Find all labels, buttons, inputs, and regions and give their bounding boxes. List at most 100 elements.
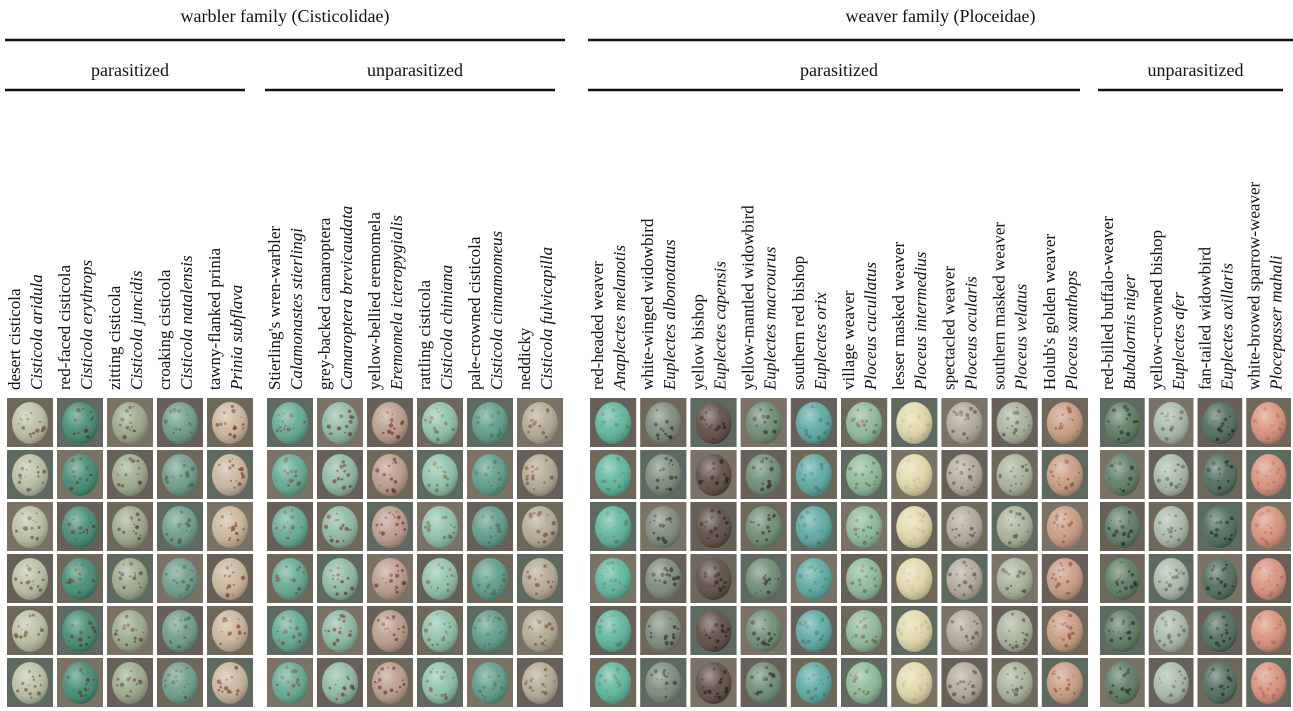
egg-shading bbox=[896, 662, 933, 704]
egg-photo bbox=[417, 606, 463, 655]
egg-shading bbox=[112, 402, 148, 444]
egg-shading bbox=[1153, 454, 1189, 496]
egg-photo bbox=[590, 502, 637, 551]
egg-photo bbox=[690, 502, 737, 551]
egg-photo bbox=[841, 450, 888, 499]
egg-shading bbox=[795, 506, 832, 548]
scientific-name: Cisticola erythrops bbox=[77, 259, 96, 390]
egg-shading bbox=[212, 558, 248, 600]
egg-shading bbox=[1202, 610, 1238, 652]
egg-shading bbox=[112, 662, 148, 704]
egg-shading bbox=[472, 506, 508, 548]
egg-shading bbox=[946, 610, 983, 652]
egg-photo bbox=[1197, 554, 1243, 603]
egg-photo bbox=[57, 450, 103, 499]
egg-shading bbox=[795, 402, 832, 444]
egg-photo bbox=[590, 554, 637, 603]
egg-photo bbox=[941, 502, 988, 551]
egg-photo bbox=[207, 502, 253, 551]
egg-photo bbox=[991, 658, 1038, 707]
egg-photo bbox=[57, 554, 103, 603]
egg-photo bbox=[267, 502, 313, 551]
egg-shading bbox=[795, 662, 832, 704]
scientific-name: Ploceus intermedius bbox=[911, 251, 930, 391]
egg-photo bbox=[7, 658, 53, 707]
scientific-name: Euplectes afer bbox=[1169, 292, 1188, 391]
egg-shading bbox=[1046, 662, 1083, 704]
egg-shading bbox=[62, 558, 98, 600]
egg-shading bbox=[522, 558, 558, 600]
egg-photo bbox=[367, 502, 413, 551]
common-name: yellow bishop bbox=[688, 294, 707, 390]
egg-photo bbox=[367, 606, 413, 655]
egg-shading bbox=[595, 454, 632, 496]
egg-shading bbox=[162, 558, 198, 600]
egg-photo bbox=[1197, 606, 1243, 655]
egg-photo bbox=[417, 658, 463, 707]
common-name: desert cisticola bbox=[5, 288, 24, 390]
egg-photo bbox=[517, 450, 563, 499]
egg-shading bbox=[1104, 506, 1140, 548]
egg-photo bbox=[207, 554, 253, 603]
egg-shading bbox=[745, 402, 782, 444]
egg-photo bbox=[1197, 450, 1243, 499]
egg-photo bbox=[7, 450, 53, 499]
egg-shading bbox=[322, 402, 358, 444]
egg-photo bbox=[7, 502, 53, 551]
common-name: yellow-bellied eremomela bbox=[365, 212, 384, 390]
egg-shading bbox=[522, 402, 558, 444]
egg-shading bbox=[372, 402, 408, 444]
egg-photo bbox=[891, 398, 938, 447]
egg-photo bbox=[517, 658, 563, 707]
common-name: Stierling's wren-warbler bbox=[265, 226, 284, 390]
egg-photo bbox=[107, 554, 153, 603]
egg-photo bbox=[467, 554, 513, 603]
egg-photo bbox=[1197, 502, 1243, 551]
egg-shading bbox=[472, 454, 508, 496]
egg-photo bbox=[1041, 658, 1088, 707]
egg-photo bbox=[1100, 606, 1145, 655]
egg-photo bbox=[1041, 450, 1088, 499]
egg-photo bbox=[1148, 398, 1194, 447]
egg-photo bbox=[107, 658, 153, 707]
egg-shading bbox=[645, 402, 682, 444]
egg-photo bbox=[941, 606, 988, 655]
scientific-name: Cisticola natalensis bbox=[177, 255, 196, 390]
egg-photo bbox=[790, 450, 837, 499]
egg-photo bbox=[841, 502, 888, 551]
family-title: weaver family (Ploceidae) bbox=[846, 6, 1036, 27]
scientific-name: Ploceus xanthops bbox=[1062, 270, 1081, 391]
common-name: neddicky bbox=[515, 327, 534, 390]
egg-shading bbox=[1202, 402, 1238, 444]
egg-photo bbox=[367, 450, 413, 499]
egg-shading bbox=[1153, 610, 1189, 652]
egg-shading bbox=[372, 610, 408, 652]
egg-photo bbox=[690, 658, 737, 707]
egg-photo bbox=[740, 554, 787, 603]
egg-shading bbox=[996, 662, 1033, 704]
egg-photo bbox=[841, 606, 888, 655]
egg-photo bbox=[991, 502, 1038, 551]
egg-shading bbox=[422, 402, 458, 444]
egg-shading bbox=[162, 454, 198, 496]
egg-photo bbox=[107, 502, 153, 551]
egg-shading bbox=[212, 454, 248, 496]
egg-shading bbox=[162, 662, 198, 704]
egg-photo bbox=[1041, 606, 1088, 655]
egg-photo bbox=[467, 606, 513, 655]
egg-photo bbox=[941, 658, 988, 707]
egg-shading bbox=[472, 558, 508, 600]
egg-shading bbox=[1104, 610, 1140, 652]
egg-shading bbox=[12, 662, 48, 704]
egg-shading bbox=[745, 662, 782, 704]
egg-shading bbox=[645, 558, 682, 600]
egg-shading bbox=[896, 402, 933, 444]
egg-shading bbox=[1046, 506, 1083, 548]
egg-shading bbox=[695, 454, 732, 496]
egg-photo bbox=[467, 398, 513, 447]
egg-photo bbox=[991, 606, 1038, 655]
egg-shading bbox=[112, 506, 148, 548]
egg-shading bbox=[846, 506, 883, 548]
egg-photo bbox=[1246, 450, 1291, 499]
